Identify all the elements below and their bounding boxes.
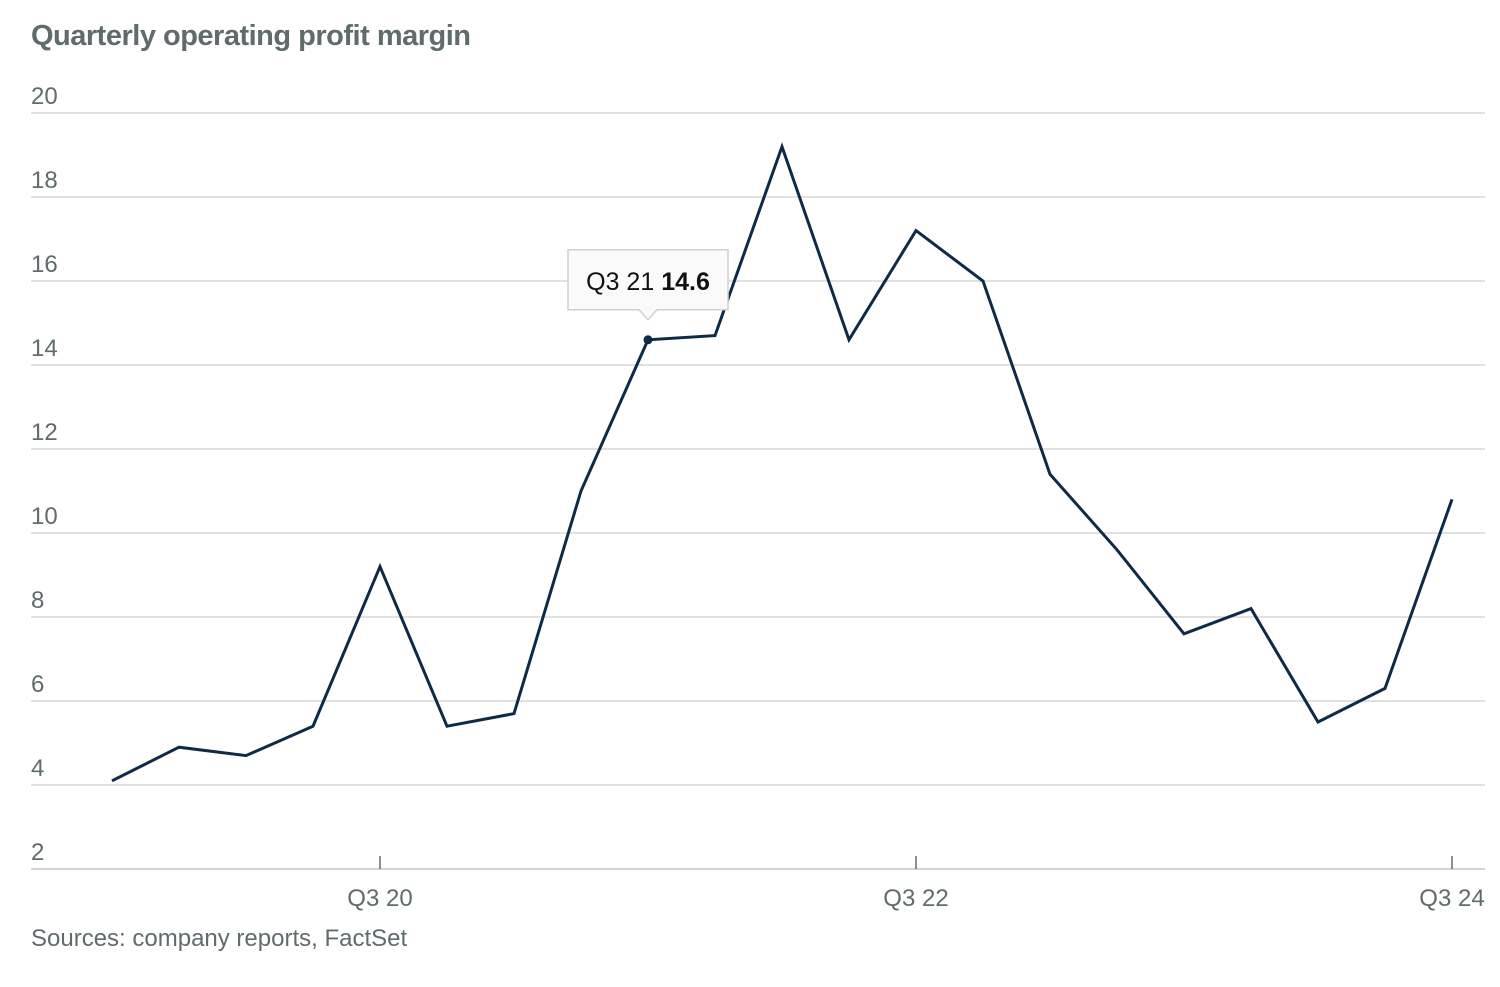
y-tick-label: 12: [31, 419, 58, 446]
highlighted-point: [643, 335, 653, 345]
x-tick-label: Q3 20: [347, 885, 412, 912]
chart-title: Quarterly operating profit margin: [31, 20, 471, 52]
x-tick-label: Q3 24: [1419, 885, 1484, 912]
x-tick-label: Q3 22: [883, 885, 948, 912]
y-tick-label: 10: [31, 503, 58, 530]
gridlines: [31, 112, 1485, 870]
tooltip-value: 14.6: [661, 268, 710, 296]
y-tick-label: 16: [31, 251, 58, 278]
tooltip-label: Q3 21: [586, 268, 661, 296]
x-axis-ticks: Q3 20 Q3 22 Q3 24: [347, 856, 1485, 912]
y-tick-label: 6: [31, 671, 44, 698]
tooltip-text: Q3 21 14.6: [586, 268, 710, 296]
tooltip-box: [567, 249, 729, 321]
y-axis-ticks: 2 4 6 8 10 12 14 16 18 20: [31, 83, 58, 866]
source-note: Sources: company reports, FactSet: [31, 925, 408, 952]
y-tick-label: 2: [31, 839, 44, 866]
y-tick-label: 20: [31, 83, 58, 110]
y-tick-label: 18: [31, 167, 58, 194]
y-tick-label: 8: [31, 587, 44, 614]
series-line-0: [111, 142, 1454, 783]
tooltip: Q3 21 14.6: [567, 249, 729, 345]
y-tick-label: 4: [31, 755, 44, 782]
series-layer: [111, 142, 1454, 783]
y-tick-label: 14: [31, 335, 58, 362]
